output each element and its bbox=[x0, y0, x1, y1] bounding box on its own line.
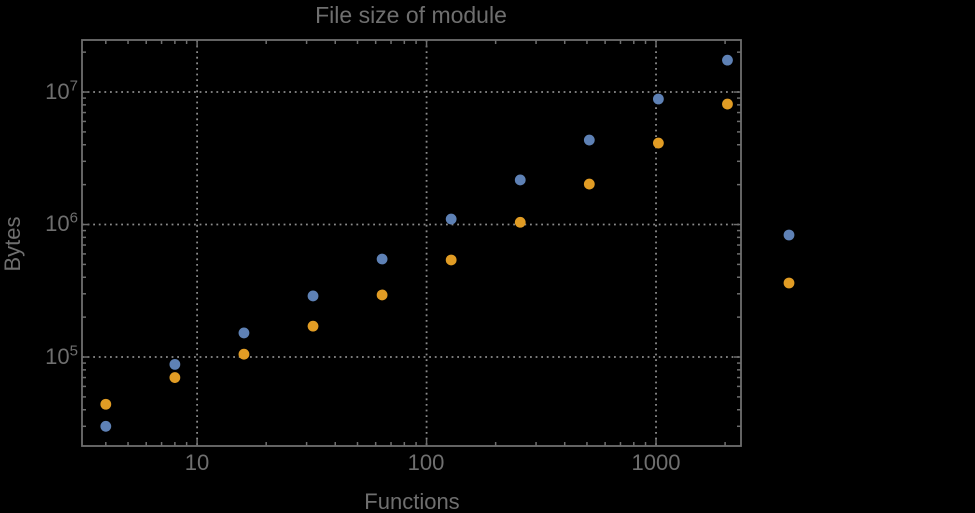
data-point-series-1-blue bbox=[238, 327, 250, 339]
data-point-series-2-orange bbox=[100, 398, 112, 410]
data-point-series-1-blue bbox=[514, 174, 526, 186]
data-point-series-1-blue bbox=[445, 213, 457, 225]
data-point-series-2-orange bbox=[376, 289, 388, 301]
data-point-series-1-blue bbox=[307, 290, 319, 302]
y-tick-exponent: 7 bbox=[69, 77, 78, 95]
x-tick-label-100: 100 bbox=[407, 450, 445, 475]
y-tick-label-1e5: 105 bbox=[0, 342, 78, 369]
data-point-series-1-blue bbox=[652, 93, 664, 105]
data-point-series-2-orange bbox=[169, 372, 181, 383]
chart-title: File size of module bbox=[315, 2, 507, 28]
y-tick-base: 10 bbox=[45, 344, 70, 369]
data-point-series-1-blue bbox=[100, 420, 112, 432]
data-point-series-2-orange bbox=[583, 178, 595, 190]
data-point-series-2-orange bbox=[307, 320, 319, 332]
y-tick-exponent: 5 bbox=[69, 342, 78, 360]
legend-marker-2 bbox=[783, 277, 795, 289]
data-point-series-2-orange bbox=[445, 254, 457, 266]
data-point-series-2-orange bbox=[722, 98, 733, 110]
y-tick-base: 10 bbox=[45, 79, 70, 104]
data-point-series-1-blue bbox=[376, 253, 388, 265]
plot-frame bbox=[81, 39, 742, 447]
x-axis-label: Functions bbox=[364, 489, 460, 513]
y-tick-label-1e6: 106 bbox=[0, 209, 78, 236]
data-point-series-2-orange bbox=[652, 137, 664, 149]
legend-marker-1 bbox=[783, 229, 795, 241]
data-point-series-2-orange bbox=[514, 216, 526, 228]
data-point-series-1-blue bbox=[169, 358, 181, 370]
y-tick-label-1e7: 107 bbox=[0, 77, 78, 104]
data-point-series-2-orange bbox=[238, 348, 250, 360]
y-tick-exponent: 6 bbox=[69, 209, 78, 227]
data-point-series-1-blue bbox=[722, 54, 733, 66]
x-tick-label-10: 10 bbox=[184, 450, 210, 475]
x-tick-label-1000: 1000 bbox=[631, 450, 681, 475]
data-point-series-1-blue bbox=[583, 134, 595, 146]
y-tick-base: 10 bbox=[45, 211, 70, 236]
